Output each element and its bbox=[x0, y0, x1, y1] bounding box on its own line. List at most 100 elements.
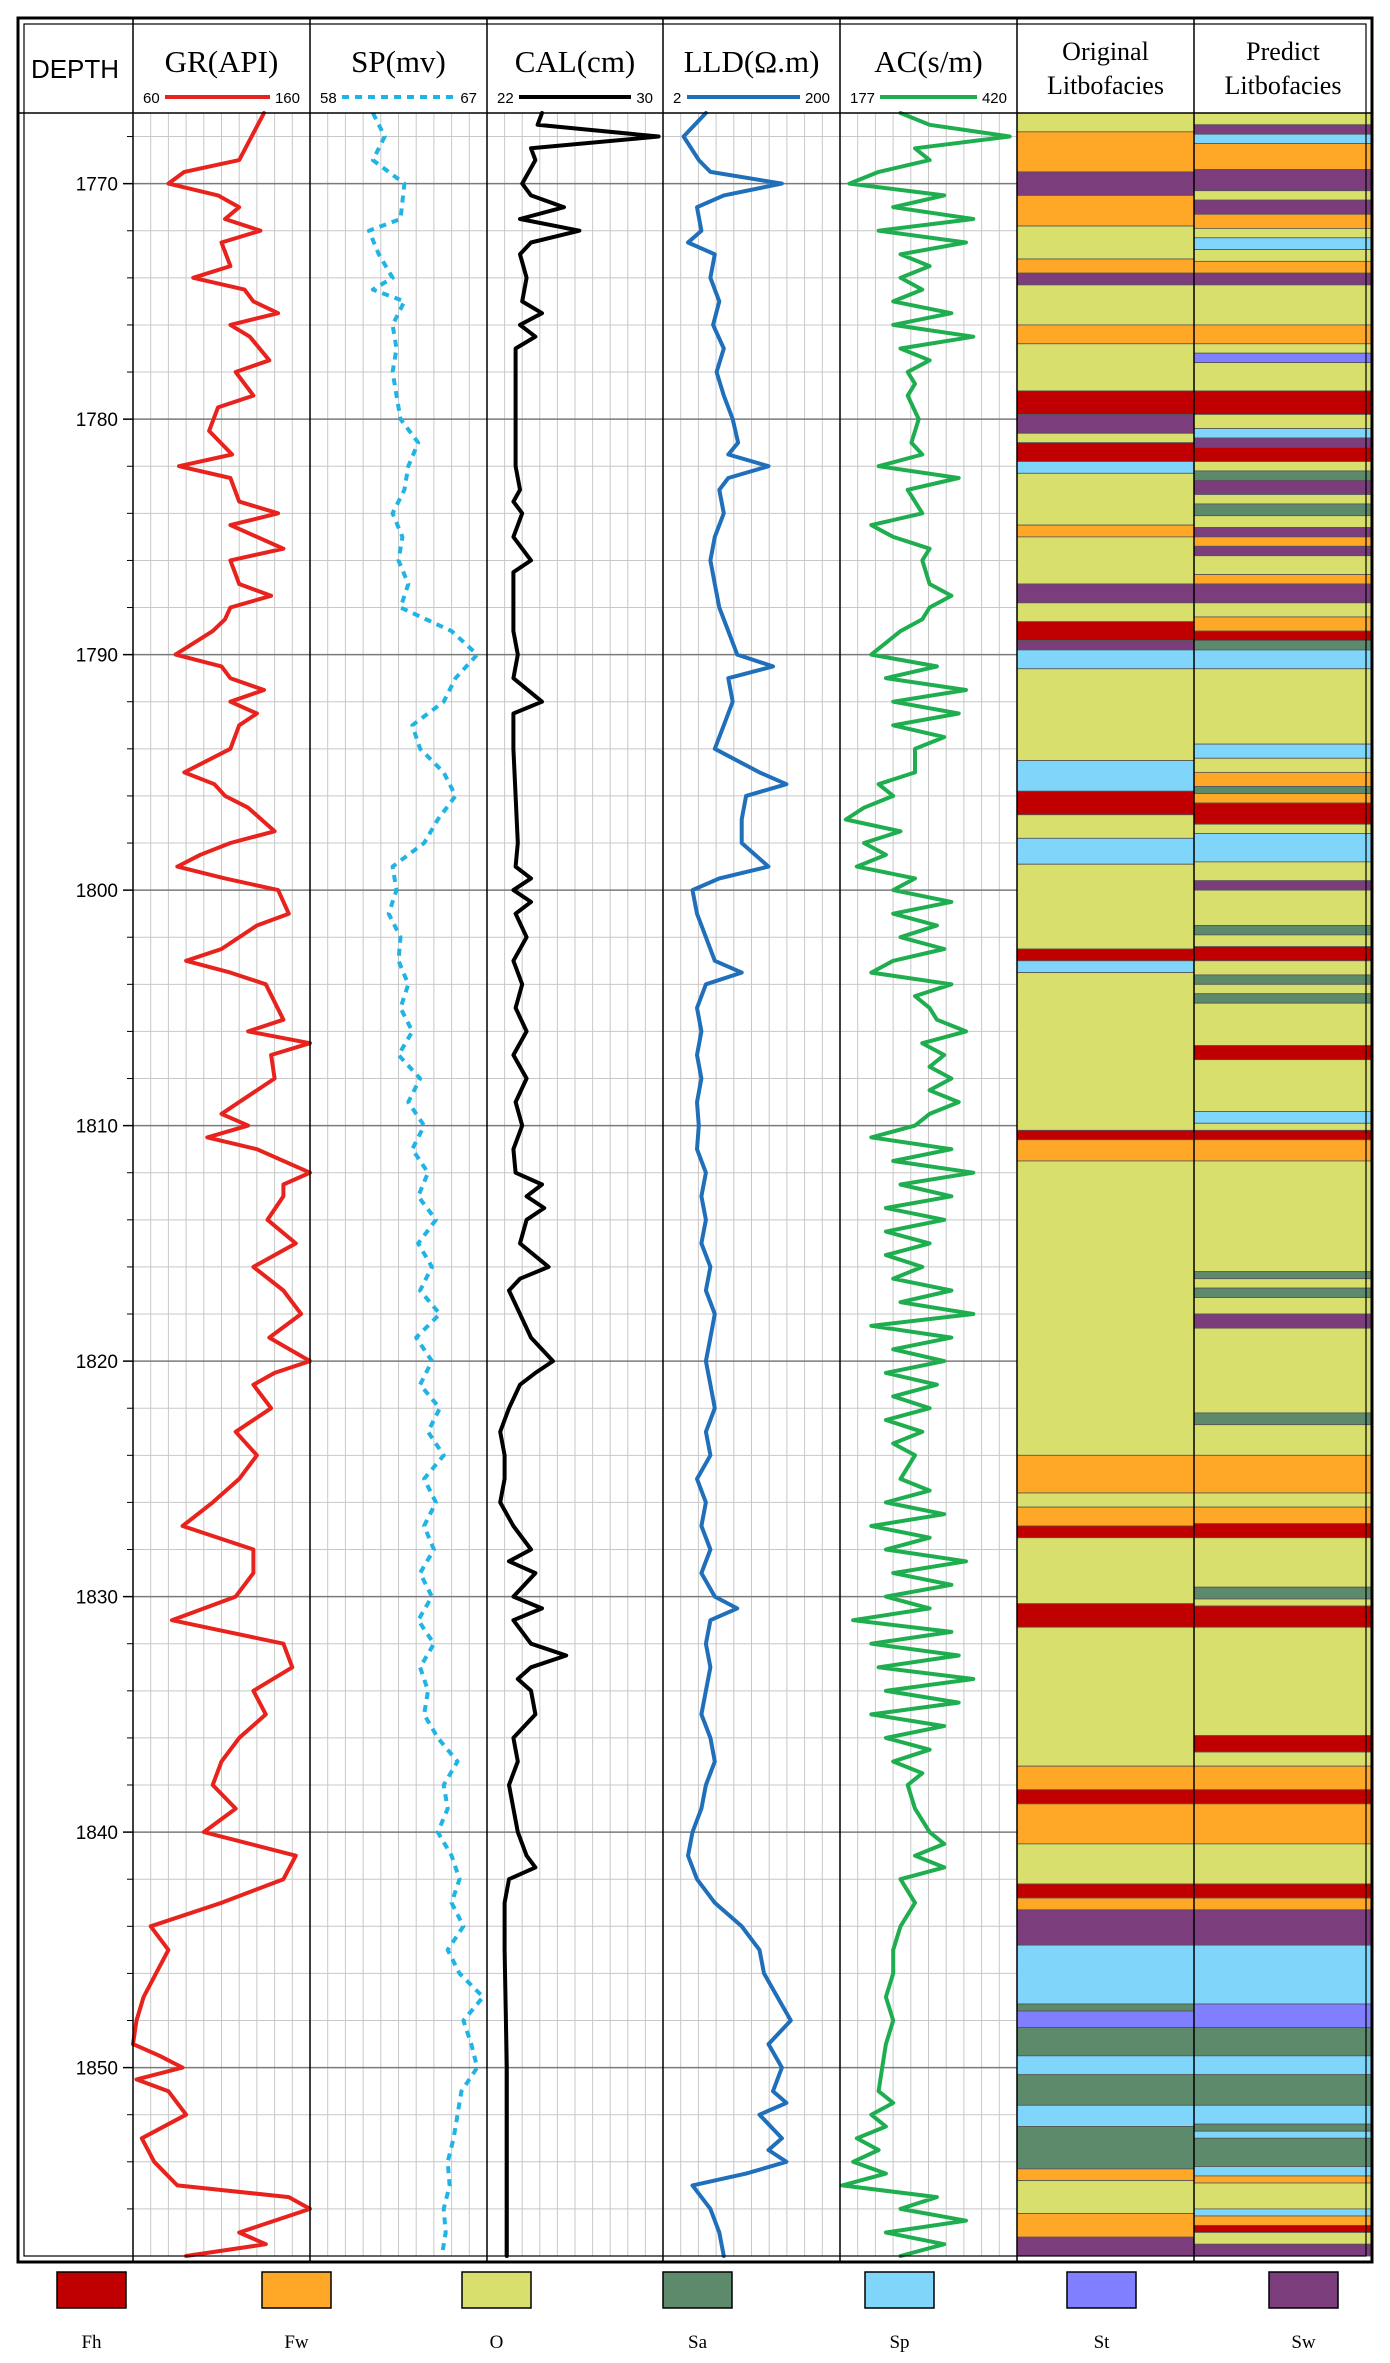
facies-segment-o bbox=[1193, 1002, 1373, 1046]
facies-segment-o bbox=[1193, 112, 1373, 126]
facies-segment-sa bbox=[1193, 503, 1373, 517]
facies-segment-fw bbox=[1193, 1139, 1373, 1162]
depth-tick-label: 1800 bbox=[76, 881, 118, 902]
facies-segment-fh bbox=[1193, 1605, 1373, 1628]
facies-segment-o bbox=[1193, 1424, 1373, 1456]
facies-segment-o bbox=[1193, 190, 1373, 201]
depth-tick-label: 1820 bbox=[76, 1352, 118, 1373]
facies-segment-fw bbox=[1016, 324, 1195, 345]
facies-segment-o bbox=[1016, 1626, 1195, 1767]
facies-segment-st bbox=[1016, 2010, 1195, 2028]
facies-segment-fw bbox=[1193, 260, 1373, 274]
facies-segment-sa bbox=[1016, 2074, 1195, 2106]
legend-label-o: O bbox=[490, 2332, 504, 2353]
facies-segment-sp bbox=[1193, 649, 1373, 670]
facies-segment-o bbox=[1016, 472, 1195, 526]
facies-segment-o bbox=[1193, 757, 1373, 773]
facies-segment-o bbox=[1193, 1843, 1373, 1885]
facies-segment-fh bbox=[1016, 621, 1195, 641]
facies-segment-sw bbox=[1193, 1313, 1373, 1329]
facies-segment-sp bbox=[1193, 1111, 1373, 1124]
scale-max-cal: 30 bbox=[636, 90, 653, 107]
facies-segment-fw bbox=[1193, 793, 1373, 804]
facies-segment-sp bbox=[1193, 133, 1373, 145]
facies-segment-sw bbox=[1016, 640, 1195, 651]
facies-segment-sp bbox=[1193, 2055, 1373, 2076]
track-title-gr: GR(API) bbox=[165, 44, 279, 79]
facies-segment-o bbox=[1016, 343, 1195, 392]
facies-segment-sp bbox=[1016, 2104, 1195, 2127]
facies-segment-sa bbox=[1193, 1412, 1373, 1426]
facies-title-line1: Original bbox=[1062, 37, 1149, 66]
curve-cal bbox=[498, 111, 661, 2258]
facies-segment-fh bbox=[1193, 946, 1373, 962]
legend-swatch-fh bbox=[56, 2271, 127, 2309]
grid-layer bbox=[133, 113, 1372, 2257]
facies-segment-sw bbox=[1016, 2236, 1195, 2257]
facies-segment-o bbox=[1193, 494, 1373, 505]
facies-segment-sa bbox=[1193, 786, 1373, 794]
facies-segment-fw bbox=[1193, 2215, 1373, 2226]
facies-segment-sa bbox=[1193, 470, 1373, 481]
facies-segment-fw bbox=[1016, 2213, 1195, 2238]
facies-segment-sa bbox=[1016, 2003, 1195, 2012]
facies-segment-sp bbox=[1193, 2208, 1373, 2217]
facies-segment-sp bbox=[1016, 649, 1195, 670]
facies-segment-o bbox=[1193, 602, 1373, 618]
facies-segment-fh bbox=[1193, 447, 1373, 462]
facies-segment-fw bbox=[1193, 324, 1373, 345]
facies-segment-sa bbox=[1016, 2126, 1195, 2170]
facies-segment-sp bbox=[1016, 2055, 1195, 2076]
facies-segment-o bbox=[1016, 536, 1195, 585]
facies-segment-o bbox=[1193, 1598, 1373, 1607]
facies-segment-fh bbox=[1016, 390, 1195, 415]
facies-segment-fw bbox=[1193, 213, 1373, 229]
facies-segment-sp bbox=[1016, 1944, 1195, 2005]
facies-segment-fh bbox=[1016, 1525, 1195, 1539]
facies-segment-sw bbox=[1193, 1909, 1373, 1946]
facies-segment-sw bbox=[1193, 199, 1373, 215]
facies-segment-o bbox=[1193, 1278, 1373, 1289]
facies-segment-o bbox=[1193, 249, 1373, 262]
facies-segment-sp bbox=[1193, 743, 1373, 759]
legend-label-sp: Sp bbox=[889, 2332, 909, 2353]
facies-segment-o bbox=[1016, 1160, 1195, 1456]
facies-segment-o bbox=[1193, 461, 1373, 472]
facies-segment-fw bbox=[1016, 1139, 1195, 1162]
depth-tick-label: 1790 bbox=[76, 646, 118, 667]
facies-segment-o bbox=[1193, 2182, 1373, 2210]
facies-segment-sw bbox=[1193, 880, 1373, 891]
track-title-cal: CAL(cm) bbox=[515, 44, 636, 79]
facies-segment-fw bbox=[1016, 258, 1195, 274]
scale-min-cal: 22 bbox=[497, 90, 514, 107]
facies-segment-o bbox=[1016, 2180, 1195, 2215]
facies-segment-fw bbox=[1193, 1897, 1373, 1911]
facies-segment-o bbox=[1193, 1059, 1373, 1112]
facies-segment-o bbox=[1016, 1537, 1195, 1605]
track-title-lld: LLD(Ω.m) bbox=[684, 44, 820, 79]
facies-segment-fh bbox=[1193, 1045, 1373, 1061]
facies-layer bbox=[1016, 112, 1373, 2257]
facies-segment-sa bbox=[1193, 974, 1373, 985]
facies-segment-sp bbox=[1016, 960, 1195, 973]
facies-segment-o bbox=[1193, 983, 1373, 995]
facies-segment-fh bbox=[1193, 802, 1373, 825]
facies-segment-sw bbox=[1193, 124, 1373, 135]
facies-segment-o bbox=[1193, 960, 1373, 976]
facies-segment-o bbox=[1016, 1843, 1195, 1885]
facies-segment-fw bbox=[1193, 1765, 1373, 1791]
facies-segment-fh bbox=[1016, 948, 1195, 962]
facies-segment-o bbox=[1193, 1626, 1373, 1736]
facies-segment-o bbox=[1193, 1492, 1373, 1508]
facies-segment-fh bbox=[1016, 1789, 1195, 1805]
curve-ac bbox=[840, 111, 1012, 2258]
facies-segment-sa bbox=[1193, 2074, 1373, 2106]
facies-segment-o bbox=[1193, 343, 1373, 354]
scale-min-sp: 58 bbox=[320, 90, 337, 107]
facies-segment-o bbox=[1193, 1297, 1373, 1315]
facies-segment-fh bbox=[1016, 1129, 1195, 1141]
facies-segment-fh bbox=[1193, 1883, 1373, 1899]
facies-segment-sw bbox=[1016, 272, 1195, 286]
track-title-sp: SP(mv) bbox=[351, 44, 446, 79]
